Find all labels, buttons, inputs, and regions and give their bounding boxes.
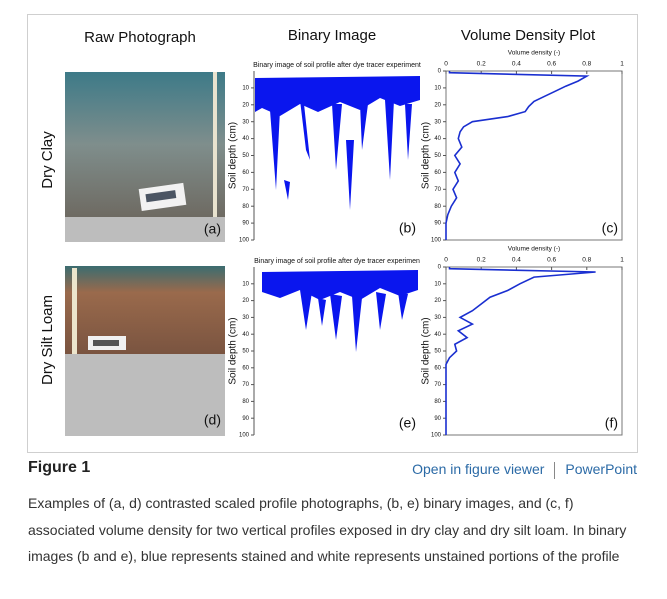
y-tick-label: 80 [434, 399, 441, 405]
panel-label: (a) [204, 221, 221, 237]
y-tick-label: 80 [434, 204, 441, 210]
y-tick-label: 30 [242, 119, 249, 125]
separator [554, 461, 556, 479]
y-tick-label: 100 [239, 238, 250, 244]
y-tick-label: 60 [242, 365, 249, 371]
x-tick-label: 0.4 [512, 61, 521, 68]
x-tick-label: 0 [444, 61, 448, 68]
y-tick-label: 90 [434, 416, 441, 422]
y-tick-label: 40 [434, 332, 441, 338]
axis-label: Volume density (-) [508, 50, 560, 57]
axis-label: Soil depth (cm) [421, 317, 432, 384]
y-tick-label: 20 [242, 298, 249, 304]
y-tick-label: 60 [242, 170, 249, 176]
y-tick-label: 70 [242, 187, 249, 193]
photo [65, 266, 225, 436]
y-tick-label: 60 [434, 170, 441, 176]
y-tick-label: 10 [242, 281, 249, 287]
x-tick-label: 0.8 [582, 61, 591, 68]
y-tick-label: 20 [242, 102, 249, 108]
y-tick-label: 30 [434, 315, 441, 321]
image-title: Binary image of soil profile after dye t… [253, 62, 421, 69]
axis-label: Soil depth (cm) [421, 122, 432, 189]
y-tick-label: 100 [431, 238, 442, 244]
x-tick-label: 0.2 [477, 61, 486, 68]
y-tick-label: 30 [242, 315, 249, 321]
figure-links: Open in figure viewer PowerPoint [412, 461, 637, 479]
y-tick-label: 10 [242, 85, 249, 91]
y-tick-label: 40 [434, 136, 441, 142]
axis-label: Volume density (-) [508, 246, 560, 253]
y-tick-label: 90 [434, 221, 441, 227]
panel-label: (f) [605, 415, 618, 431]
y-tick-label: 30 [434, 119, 441, 125]
y-tick-label: 0 [438, 265, 442, 271]
panel-label: (c) [602, 220, 618, 236]
density-line [445, 71, 590, 240]
x-tick-label: 1 [620, 61, 624, 68]
y-tick-label: 50 [242, 349, 249, 355]
x-tick-label: 0.6 [547, 257, 556, 264]
figure-label: Figure 1 [28, 459, 91, 476]
density-line [445, 267, 596, 435]
x-tick-label: 0.4 [512, 257, 521, 264]
axis-label: Soil depth (cm) [228, 317, 239, 384]
x-tick-label: 0.8 [582, 257, 591, 264]
y-tick-label: 20 [434, 102, 441, 108]
y-tick-label: 50 [434, 153, 441, 159]
link[interactable]: PowerPoint [565, 461, 637, 477]
y-tick-label: 10 [434, 281, 441, 287]
panel-label: (b) [399, 220, 416, 236]
link[interactable]: Open in figure viewer [412, 461, 545, 477]
y-tick-label: 70 [434, 382, 441, 388]
y-tick-label: 10 [434, 85, 441, 91]
y-tick-label: 80 [242, 399, 249, 405]
y-tick-label: 70 [434, 187, 441, 193]
x-tick-label: 0 [444, 257, 448, 264]
photo [65, 72, 225, 242]
y-tick-label: 100 [239, 433, 250, 439]
row-label: Dry Clay [39, 131, 56, 189]
column-title: Raw Photograph [84, 29, 196, 46]
y-tick-label: 100 [431, 433, 442, 439]
column-title: Volume Density Plot [461, 27, 596, 44]
y-tick-label: 50 [434, 349, 441, 355]
column-title: Binary Image [288, 27, 376, 44]
panel-label: (e) [399, 415, 416, 431]
y-tick-label: 90 [242, 416, 249, 422]
y-tick-label: 40 [242, 136, 249, 142]
y-tick-label: 0 [438, 69, 442, 75]
x-tick-label: 0.2 [477, 257, 486, 264]
panel-label: (d) [204, 412, 221, 428]
figure: Raw Photograph Binary Image Volume Densi… [27, 14, 638, 453]
axis-label: Soil depth (cm) [228, 122, 239, 189]
y-tick-label: 20 [434, 298, 441, 304]
y-tick-label: 40 [242, 332, 249, 338]
y-tick-label: 60 [434, 365, 441, 371]
stain-pattern [255, 76, 420, 352]
y-tick-label: 50 [242, 153, 249, 159]
y-tick-label: 70 [242, 382, 249, 388]
image-title: Binary image of soil profile after dye t… [254, 258, 420, 265]
y-tick-label: 90 [242, 221, 249, 227]
x-tick-label: 0.6 [547, 61, 556, 68]
caption-text: Examples of (a, d) contrasted scaled pro… [28, 495, 627, 564]
y-tick-label: 80 [242, 204, 249, 210]
x-tick-label: 1 [620, 257, 624, 264]
row-label: Dry Silt Loam [39, 295, 56, 385]
